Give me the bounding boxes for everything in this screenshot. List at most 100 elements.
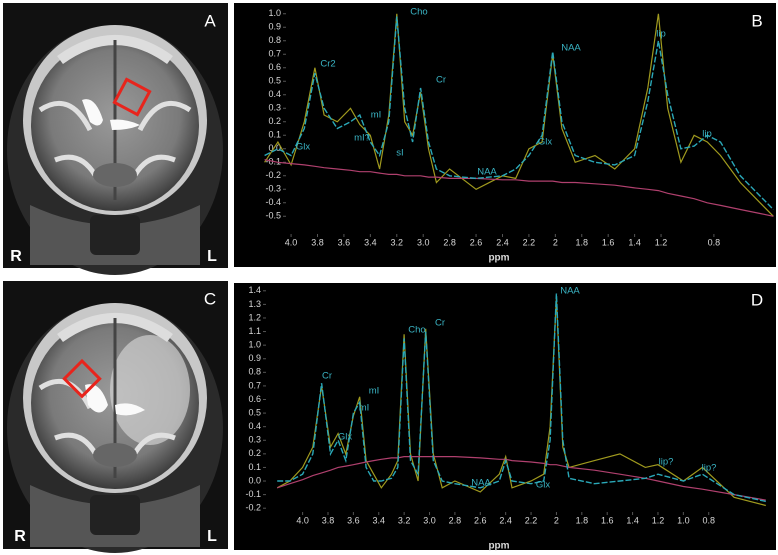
peak-label: mI? bbox=[354, 133, 370, 144]
y-tick-label: 0.2 bbox=[268, 116, 281, 126]
x-tick-label: 1.4 bbox=[626, 515, 639, 525]
plot-background bbox=[234, 3, 776, 267]
y-tick-label: 0.4 bbox=[248, 421, 261, 431]
y-tick-label: -0.5 bbox=[265, 211, 281, 221]
peak-label: Cr bbox=[435, 318, 445, 329]
panel-label: A bbox=[204, 11, 216, 30]
x-tick-label: 3.4 bbox=[364, 237, 377, 247]
y-tick-label: 0.9 bbox=[268, 22, 281, 32]
spectrum-line bbox=[277, 293, 766, 503]
y-tick-label: 0.3 bbox=[248, 435, 261, 445]
x-tick-label: 3.0 bbox=[417, 237, 430, 247]
y-tick-label: 1.2 bbox=[248, 312, 261, 322]
x-tick-label: 2.2 bbox=[525, 515, 538, 525]
x-tick-label: 1.4 bbox=[628, 237, 641, 247]
spectrum-line bbox=[277, 456, 766, 501]
y-tick-label: 1.0 bbox=[268, 8, 281, 18]
side-label: L bbox=[207, 248, 217, 265]
peak-label: Cho bbox=[408, 325, 425, 336]
peak-label: Glx bbox=[538, 137, 553, 148]
spectrum-line bbox=[264, 159, 774, 217]
y-tick-label: 0.3 bbox=[268, 103, 281, 113]
x-tick-label: 3.0 bbox=[423, 515, 436, 525]
peak-label: mI bbox=[369, 386, 380, 397]
x-tick-label: 2 bbox=[553, 237, 558, 247]
peak-label: Cr bbox=[436, 75, 446, 86]
peak-label: NAA bbox=[471, 478, 491, 489]
y-tick-label: 1.4 bbox=[248, 285, 261, 295]
y-tick-label: 0.5 bbox=[248, 407, 261, 417]
y-tick-label: 0.6 bbox=[268, 62, 281, 72]
peak-label: Cho bbox=[410, 7, 427, 18]
peak-label: NAA bbox=[561, 43, 581, 54]
peak-label: lip bbox=[702, 129, 712, 140]
side-label: L bbox=[207, 528, 217, 545]
panel-label: D bbox=[751, 290, 763, 309]
y-tick-label: 0.7 bbox=[248, 380, 261, 390]
y-tick-label: 0.9 bbox=[248, 353, 261, 363]
peak-label: Glx bbox=[536, 480, 551, 491]
peak-label: lip? bbox=[659, 457, 674, 468]
y-tick-label: 0.8 bbox=[268, 35, 281, 45]
peak-label: Glx bbox=[338, 432, 353, 443]
x-tick-label: 3.6 bbox=[338, 237, 351, 247]
panel-label: B bbox=[751, 11, 762, 30]
x-tick-label: 2 bbox=[554, 515, 559, 525]
x-tick-label: 2.2 bbox=[523, 237, 536, 247]
x-tick-label: 4.0 bbox=[285, 237, 298, 247]
peak-label: lip bbox=[656, 29, 666, 40]
peak-label: mI bbox=[359, 403, 370, 414]
peak-label: sI bbox=[396, 148, 403, 159]
x-tick-label: 3.6 bbox=[347, 515, 360, 525]
y-tick-label: -0.1 bbox=[245, 489, 261, 499]
x-tick-label: 1.6 bbox=[602, 237, 615, 247]
y-tick-label: 1.0 bbox=[248, 340, 261, 350]
mri-image bbox=[3, 281, 228, 553]
peak-label: NAA bbox=[560, 286, 580, 297]
y-tick-label: 0.0 bbox=[268, 143, 281, 153]
x-tick-label: 2.6 bbox=[470, 237, 483, 247]
x-tick-label: 1.8 bbox=[576, 515, 589, 525]
mri-image bbox=[3, 3, 228, 275]
x-tick-label: 3.8 bbox=[322, 515, 335, 525]
peak-label: Cr bbox=[322, 371, 332, 382]
y-tick-label: 1.1 bbox=[248, 326, 261, 336]
x-tick-label: 2.4 bbox=[496, 237, 509, 247]
x-tick-label: 2.8 bbox=[443, 237, 456, 247]
y-tick-label: -0.2 bbox=[265, 170, 281, 180]
y-tick-label: -0.3 bbox=[265, 184, 281, 194]
peak-label: mI bbox=[371, 110, 382, 121]
y-tick-label: 0.5 bbox=[268, 76, 281, 86]
peak-label: Cr2 bbox=[320, 59, 335, 70]
y-tick-label: 0.1 bbox=[268, 130, 281, 140]
y-tick-label: 0.1 bbox=[248, 462, 261, 472]
x-tick-label: 0.8 bbox=[702, 515, 715, 525]
side-label: R bbox=[14, 528, 26, 545]
x-tick-label: 3.2 bbox=[391, 237, 404, 247]
y-tick-label: -0.4 bbox=[265, 197, 281, 207]
spectrum-line bbox=[264, 13, 774, 217]
x-tick-label: 4.0 bbox=[296, 515, 309, 525]
x-tick-label: 3.8 bbox=[311, 237, 324, 247]
y-tick-label: 1.3 bbox=[248, 299, 261, 309]
x-tick-label: 2.6 bbox=[474, 515, 487, 525]
x-tick-label: 1.8 bbox=[576, 237, 589, 247]
peak-label: NAA bbox=[477, 167, 497, 178]
x-tick-label: 1.2 bbox=[655, 237, 668, 247]
x-tick-label: 0.8 bbox=[708, 237, 721, 247]
x-tick-label: 1.6 bbox=[601, 515, 614, 525]
x-tick-label: 1.2 bbox=[652, 515, 665, 525]
panel-label: C bbox=[204, 289, 216, 308]
x-axis-label: ppm bbox=[488, 253, 509, 264]
x-tick-label: 1.0 bbox=[677, 515, 690, 525]
y-tick-label: 0.2 bbox=[248, 448, 261, 458]
x-tick-label: 3.2 bbox=[398, 515, 411, 525]
y-tick-label: 0.4 bbox=[268, 89, 281, 99]
side-label: R bbox=[10, 248, 22, 265]
y-tick-label: 0.7 bbox=[268, 49, 281, 59]
x-tick-label: 2.8 bbox=[449, 515, 462, 525]
y-tick-label: -0.2 bbox=[245, 503, 261, 513]
y-tick-label: 0.8 bbox=[248, 367, 261, 377]
peak-label: lip? bbox=[702, 463, 717, 474]
